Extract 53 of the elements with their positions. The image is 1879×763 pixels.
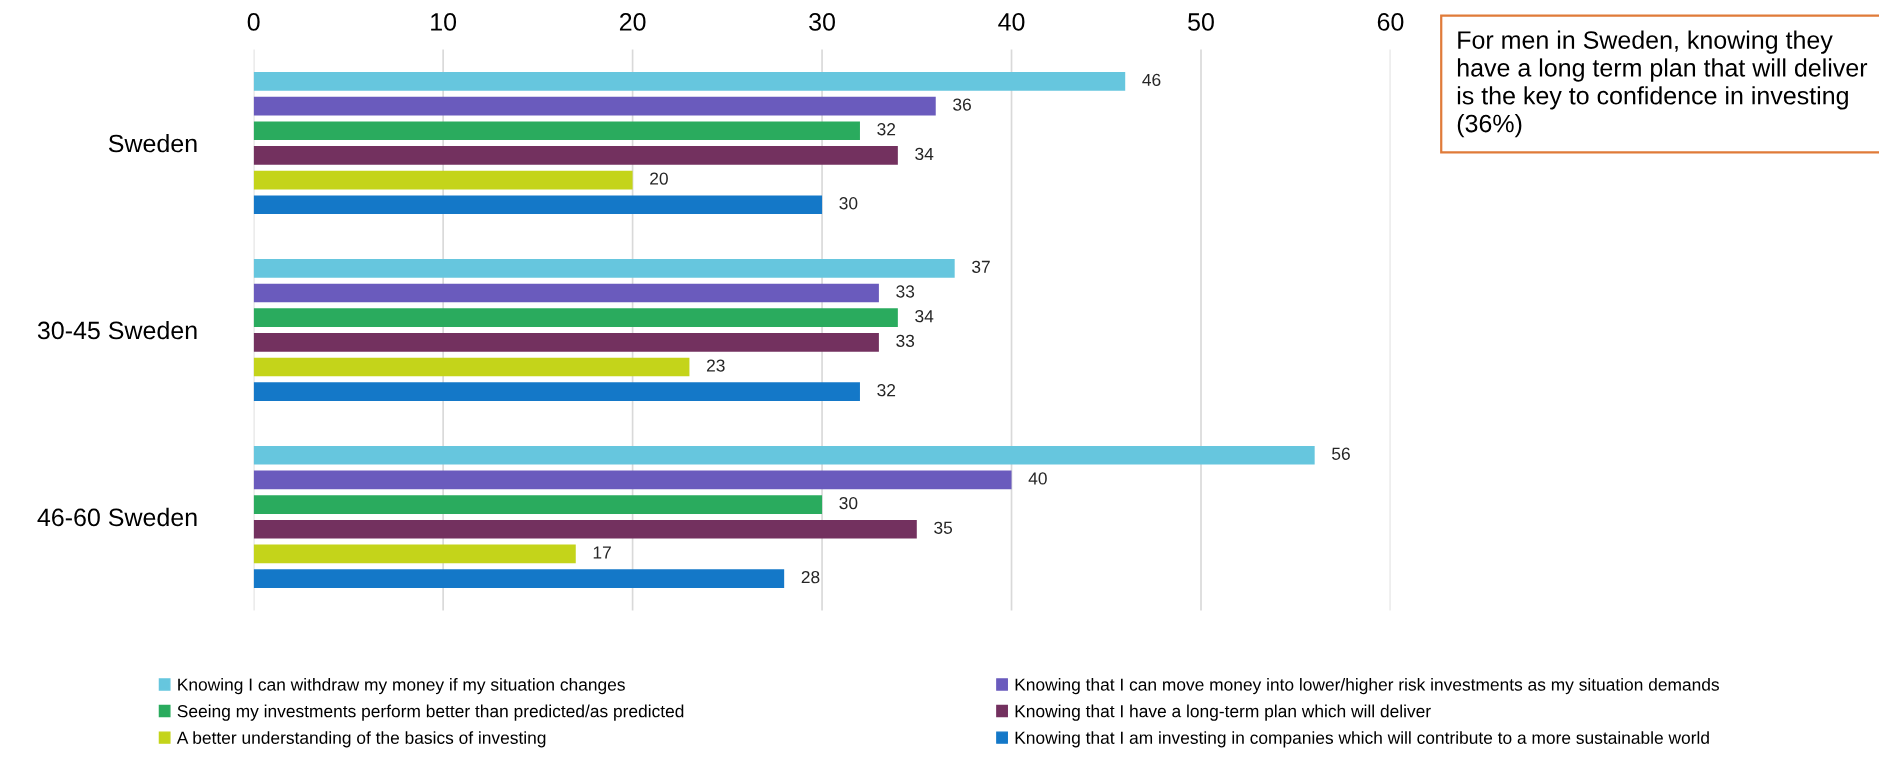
bar <box>253 519 917 539</box>
y-tick-label: 46-60 Sweden <box>37 507 197 527</box>
bar <box>253 495 823 514</box>
bar <box>253 72 1126 91</box>
data-label: 33 <box>896 285 915 298</box>
bar <box>253 544 576 564</box>
legend-label: Seeing my investments perform better than predicted/as predicted <box>177 704 684 721</box>
data-label: 46 <box>1142 73 1161 87</box>
data-label: 35 <box>934 521 953 534</box>
x-tick-label: 0 <box>247 13 260 31</box>
bar <box>253 569 785 588</box>
data-label: 34 <box>915 147 934 161</box>
bar <box>253 195 823 215</box>
data-label: 23 <box>706 359 725 372</box>
data-label: 30 <box>839 197 858 210</box>
data-label: 37 <box>972 260 990 273</box>
x-tick-label: 30 <box>809 13 835 31</box>
data-label: 28 <box>801 570 820 584</box>
bar <box>253 258 955 278</box>
bar <box>253 332 879 352</box>
bar <box>253 445 1315 465</box>
bar <box>253 308 898 328</box>
text: For men in Sweden, knowing they have a long term plan that will deliver is the key to confidence in investing (36%) <box>1457 30 1868 138</box>
x-tick-label: 20 <box>619 13 646 31</box>
x-tick-label: 10 <box>431 13 457 31</box>
legend-label: A better understanding of the basics of investing <box>176 731 546 748</box>
legend-label: Knowing that I am investing in companies which will contribute to a more sustainable world <box>1015 731 1709 748</box>
y-tick-label: 30-45 Sweden <box>37 320 197 340</box>
data-label: 30 <box>839 496 858 510</box>
data-label: 17 <box>593 546 611 559</box>
y-tick-label: Sweden <box>108 134 197 153</box>
x-tick-label: 50 <box>1188 13 1214 31</box>
bar <box>253 357 690 377</box>
legend-label: Knowing I can withdraw my money if my situation changes <box>178 677 625 695</box>
data-label: 34 <box>915 310 934 323</box>
legend-label: Knowing that I can move money into lower/higher risk investments as my situation demands <box>1015 677 1719 695</box>
data-label: 40 <box>1028 472 1047 485</box>
bar <box>253 96 936 116</box>
x-tick-label: 40 <box>998 13 1025 31</box>
data-label: 32 <box>877 123 896 136</box>
data-label: 20 <box>650 172 668 185</box>
bar <box>253 283 879 303</box>
data-label: 33 <box>896 334 915 347</box>
bar <box>253 382 860 402</box>
x-tick-label: 60 <box>1377 13 1404 31</box>
bar <box>253 170 633 190</box>
data-label: 36 <box>953 98 971 111</box>
legend-label: Knowing that I have a long-term plan which will deliver <box>1015 704 1431 721</box>
bar <box>253 121 860 141</box>
bar <box>253 470 1012 490</box>
data-label: 32 <box>877 384 896 397</box>
bar <box>253 146 898 165</box>
data-label: 56 <box>1332 447 1350 460</box>
